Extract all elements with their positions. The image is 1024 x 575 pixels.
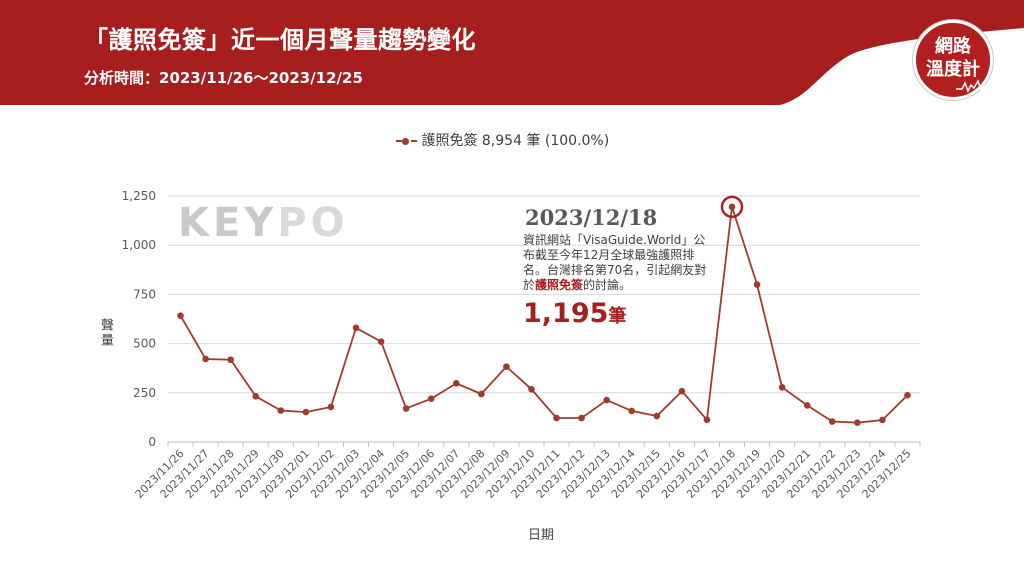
data-point <box>778 383 786 391</box>
data-point <box>302 408 310 416</box>
keypo-watermark: KEYPO <box>178 200 349 246</box>
legend-marker-icon <box>402 137 409 145</box>
y-tick-label: 250 <box>133 386 156 400</box>
data-point <box>503 363 510 370</box>
x-axis-label: 日期 <box>528 528 555 543</box>
y-tick-label: 1,250 <box>122 189 156 203</box>
data-point <box>277 407 285 414</box>
logo-line2: 溫度計 <box>926 59 980 80</box>
y-axis-label: 聲量 <box>98 318 113 348</box>
data-point <box>377 338 385 345</box>
y-tick-label: 750 <box>133 287 156 301</box>
data-point <box>603 396 610 404</box>
data-point <box>177 312 184 319</box>
data-point <box>828 418 836 425</box>
header-band <box>0 0 1024 105</box>
legend-label: 護照免簽 8,954 筆 (100.0%) <box>421 133 610 149</box>
data-point <box>753 281 761 288</box>
annotation-text: 資訊網站「VisaGuide.World」公布截至今年12月全球最強護照排名。台… <box>523 233 715 293</box>
chart-legend: 護照免簽 8,954 筆 (100.0%) <box>396 130 609 150</box>
data-point <box>327 403 335 411</box>
annotation-value: 1,195筆 <box>523 298 626 329</box>
y-tick-label: 500 <box>133 337 156 351</box>
data-point <box>678 387 686 395</box>
watermark-key: KEY <box>178 200 278 246</box>
data-point <box>628 407 636 415</box>
data-point <box>478 390 485 398</box>
data-point <box>703 416 711 424</box>
data-point <box>728 203 736 211</box>
analysis-period: 分析時間：2023/11/26～2023/12/25 <box>84 69 363 87</box>
data-point <box>528 385 535 393</box>
data-point <box>653 412 661 420</box>
series-line <box>179 206 909 424</box>
peak-highlight-ring <box>720 195 744 219</box>
data-point <box>578 414 585 422</box>
annotation-text-after: 的討論。 <box>583 278 632 292</box>
y-tick-label: 1,000 <box>122 238 156 252</box>
data-point <box>227 356 234 364</box>
annotation-text-before: 資訊網站「VisaGuide.World」公布截至今年12月全球最強護照排名。台… <box>523 233 707 292</box>
page-title: 「護照免簽」近一個月聲量趨勢變化 <box>84 26 476 54</box>
annotation-date: 2023/12/18 <box>525 205 658 230</box>
data-point <box>352 324 360 332</box>
data-point <box>402 405 410 412</box>
annotation-unit: 筆 <box>608 306 627 327</box>
data-point <box>252 393 260 400</box>
data-point <box>854 419 861 427</box>
data-point <box>202 355 209 363</box>
legend-line-icon <box>396 140 402 142</box>
data-point <box>879 416 886 424</box>
logo-line1: 網路 <box>935 36 971 57</box>
data-point <box>427 395 435 403</box>
pulse-icon <box>956 79 990 93</box>
watermark-po: PO <box>277 200 349 246</box>
data-point <box>803 402 811 409</box>
data-point <box>452 380 460 387</box>
brand-logo: 網路 溫度計 <box>913 20 993 100</box>
data-point <box>553 414 560 422</box>
annotation-highlight: 護照免簽 <box>535 278 584 292</box>
y-tick-label: 0 <box>148 435 156 449</box>
data-point <box>904 391 911 399</box>
annotation-number: 1,195 <box>523 298 609 329</box>
